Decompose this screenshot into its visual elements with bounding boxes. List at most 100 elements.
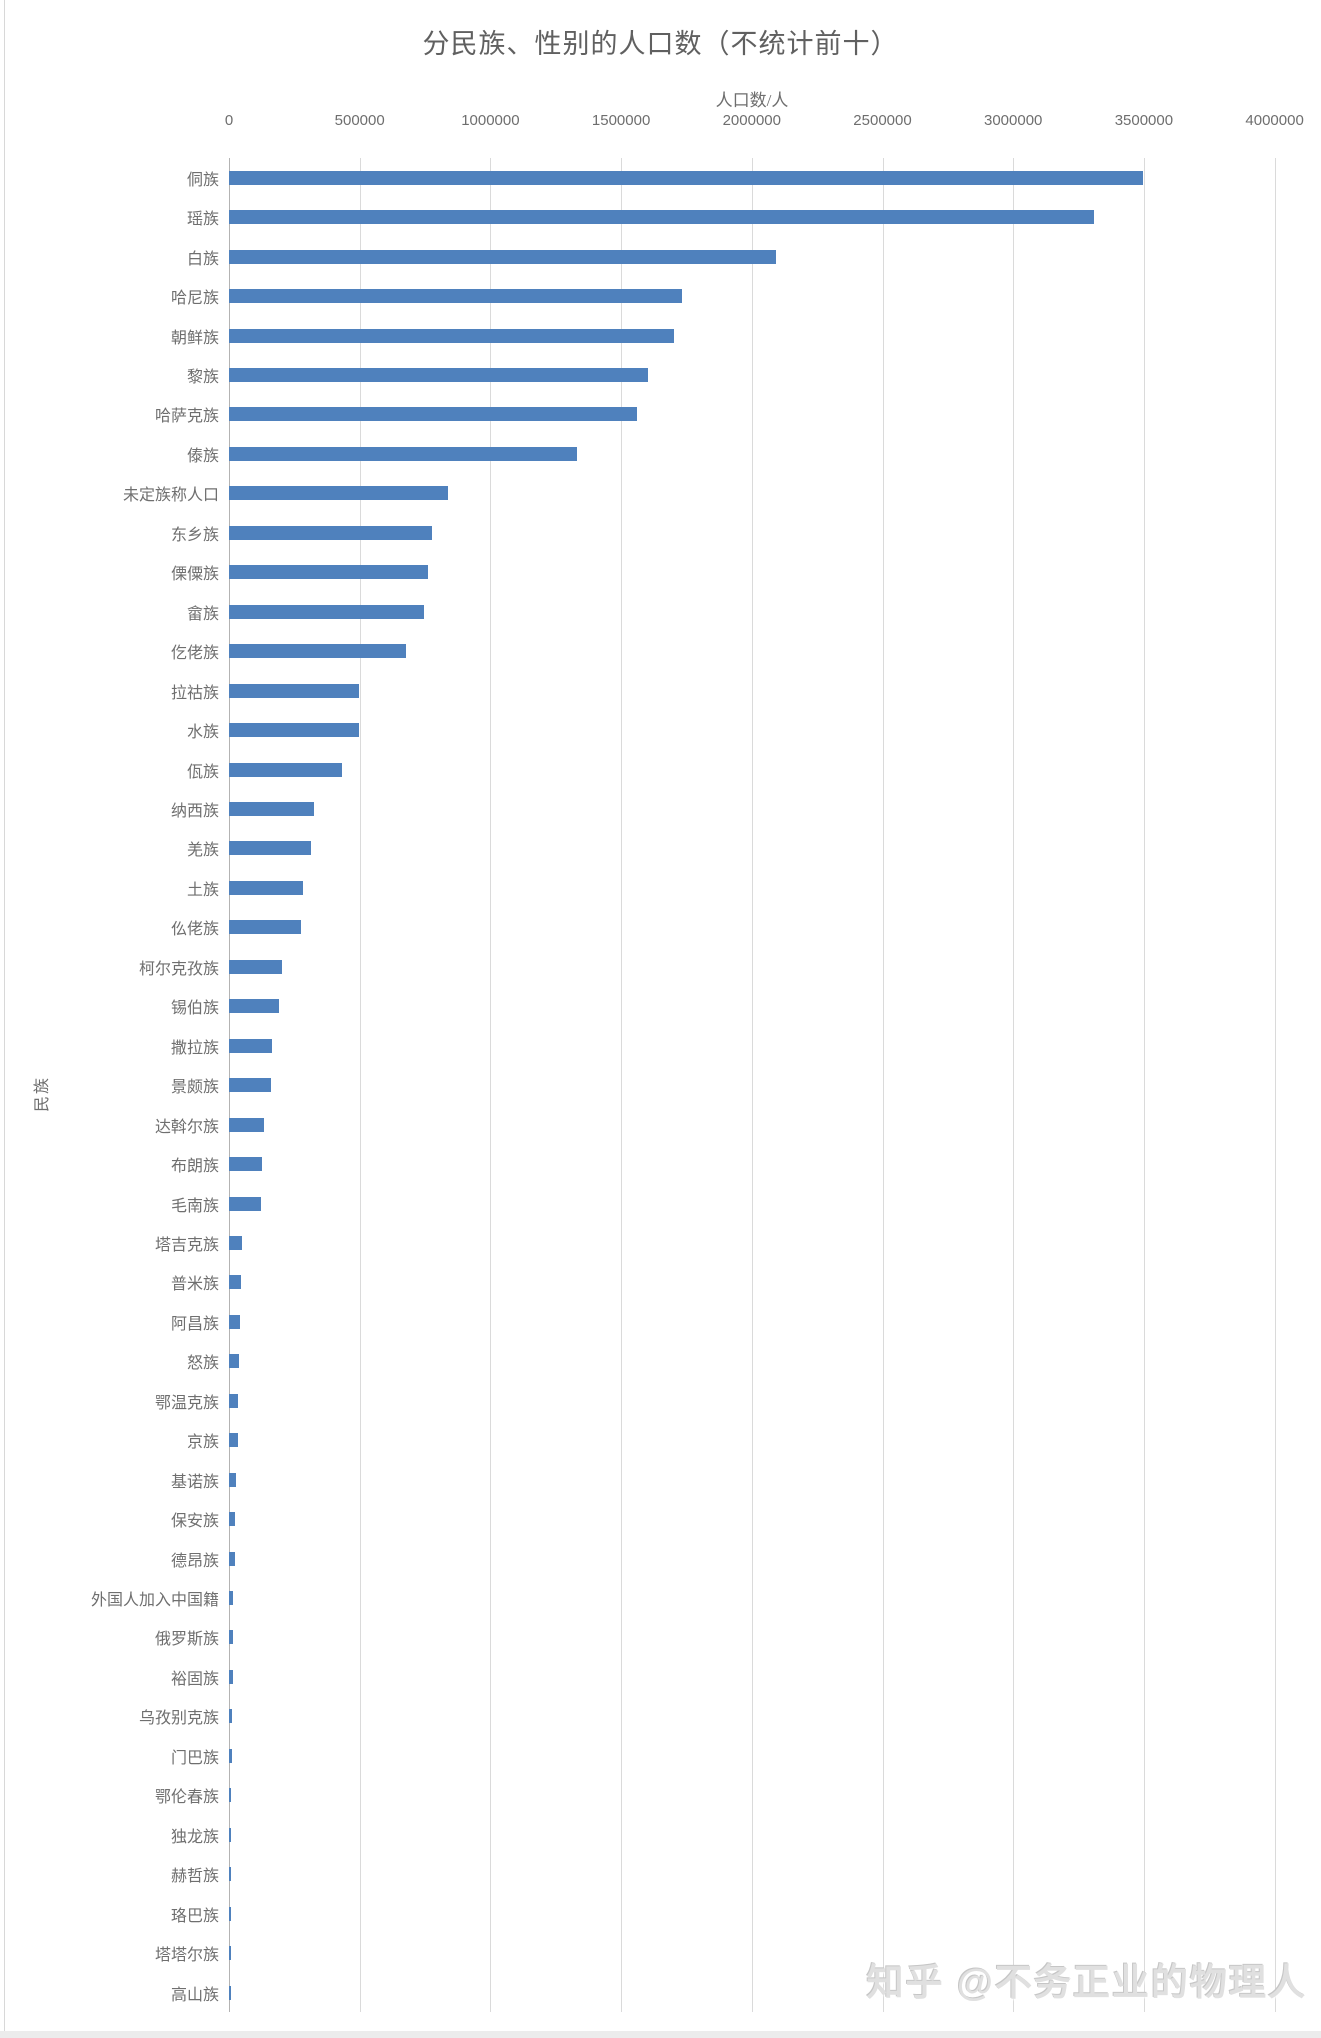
x-tick-label: 2500000 [853,112,912,129]
bar-row: 基诺族 [0,1460,1321,1499]
bar-row: 京族 [0,1421,1321,1460]
bar [229,1314,241,1329]
category-label: 景颇族 [170,1079,219,1097]
bar-row: 土族 [0,868,1321,907]
bar-row: 畲族 [0,592,1321,631]
bar [229,407,638,422]
bar [229,486,448,501]
x-tick-label: 1500000 [591,112,651,129]
bar-row: 外国人加入中国籍 [0,1578,1321,1617]
bar-row: 柯尔克孜族 [0,947,1321,986]
category-label: 德昂族 [170,1552,219,1570]
bar [229,1235,243,1250]
category-label: 普米族 [170,1276,219,1294]
x-tick-label: 4000000 [1245,112,1304,129]
category-label: 仫佬族 [170,921,219,939]
bar-row: 怒族 [0,1342,1321,1381]
bar [229,1946,231,1961]
category-label: 羌族 [186,842,219,860]
bar-row: 赫哲族 [0,1854,1321,1893]
bar [229,841,311,856]
bar-row: 拉祜族 [0,671,1321,710]
bar [229,1827,231,1842]
bar [229,1551,235,1566]
bar [229,1591,234,1606]
vertical-gridline [621,158,623,2012]
category-label: 俄罗斯族 [154,1631,219,1649]
category-label: 傈僳族 [170,566,219,584]
category-label: 外国人加入中国籍 [90,1592,219,1610]
bar-rows: 侗族 瑶族 白族 哈尼族 朝鲜族 黎族 哈萨克族 傣族 未定族称人口 东乡族 傈僳族 畲族 仡佬族 拉祜族… [0,158,1321,2012]
category-label: 畲族 [186,605,219,623]
vertical-gridline [882,158,884,2012]
bar [229,446,577,461]
bar-row: 纳西族 [0,789,1321,828]
bar-row: 普米族 [0,1263,1321,1302]
bar-row: 仡佬族 [0,631,1321,670]
bar-row: 朝鲜族 [0,316,1321,355]
bar-row: 瑶族 [0,197,1321,236]
category-label: 珞巴族 [170,1907,219,1925]
x-axis-tick-labels: 0 500000 1000000 1500000 2000000 2500000 30000… [0,112,1321,134]
bar [229,210,1095,225]
bar [229,1472,236,1487]
bar-row: 佤族 [0,750,1321,789]
bar-row: 乌孜别克族 [0,1697,1321,1736]
category-label: 侗族 [186,171,219,189]
bar-row: 达斡尔族 [0,1105,1321,1144]
vertical-gridline [1274,158,1276,2012]
bar [229,1788,232,1803]
image-left-border [4,0,5,2038]
category-label: 怒族 [186,1355,219,1373]
vertical-gridline [1143,158,1145,2012]
bar-row: 珞巴族 [0,1894,1321,1933]
bar [229,170,1143,185]
vertical-gridline [751,158,753,2012]
bar-row: 仫佬族 [0,908,1321,947]
bar [229,683,360,698]
bar [229,762,342,777]
bar-row: 哈尼族 [0,276,1321,315]
bar-row: 侗族 [0,158,1321,197]
category-label: 京族 [186,1434,219,1452]
category-label: 柯尔克孜族 [138,960,219,978]
bar [229,1433,238,1448]
chart-title: 分民族、性别的人口数（不统计前十） [422,29,899,59]
bar [229,723,359,738]
bar-row: 裕固族 [0,1657,1321,1696]
category-label: 拉祜族 [170,684,219,702]
category-label: 门巴族 [170,1749,219,1767]
bar [229,1867,231,1882]
category-label: 高山族 [170,1986,219,2004]
bar-row: 塔吉克族 [0,1223,1321,1262]
category-label: 傣族 [186,447,219,465]
bar [229,367,648,382]
bar [229,525,432,540]
category-label: 赫哲族 [170,1868,219,1886]
category-label: 锡伯族 [170,1000,219,1018]
watermark: 知乎 @不务正业的物理人 [866,1962,1307,2003]
bar [229,1630,234,1645]
bar [229,1157,263,1172]
x-tick-label: 500000 [334,112,385,129]
bar [229,1038,273,1053]
bar [229,801,314,816]
bar [229,880,303,895]
category-label: 土族 [186,881,219,899]
category-label: 乌孜别克族 [138,1710,219,1728]
bar-row: 塔塔尔族 [0,1933,1321,1972]
category-label: 佤族 [186,763,219,781]
bar [229,565,429,580]
bar-row: 独龙族 [0,1815,1321,1854]
category-label: 瑶族 [186,211,219,229]
bar-row: 高山族 [0,1973,1321,2012]
bar-row: 保安族 [0,1499,1321,1538]
y-axis-title: 民族 [34,1075,52,1113]
x-tick-label: 0 [224,112,234,129]
bar [229,1078,271,1093]
x-tick-label: 3500000 [1114,112,1174,129]
category-label: 鄂温克族 [154,1394,219,1412]
category-label: 毛南族 [170,1197,219,1215]
category-label: 朝鲜族 [170,329,219,347]
bar [229,1393,239,1408]
